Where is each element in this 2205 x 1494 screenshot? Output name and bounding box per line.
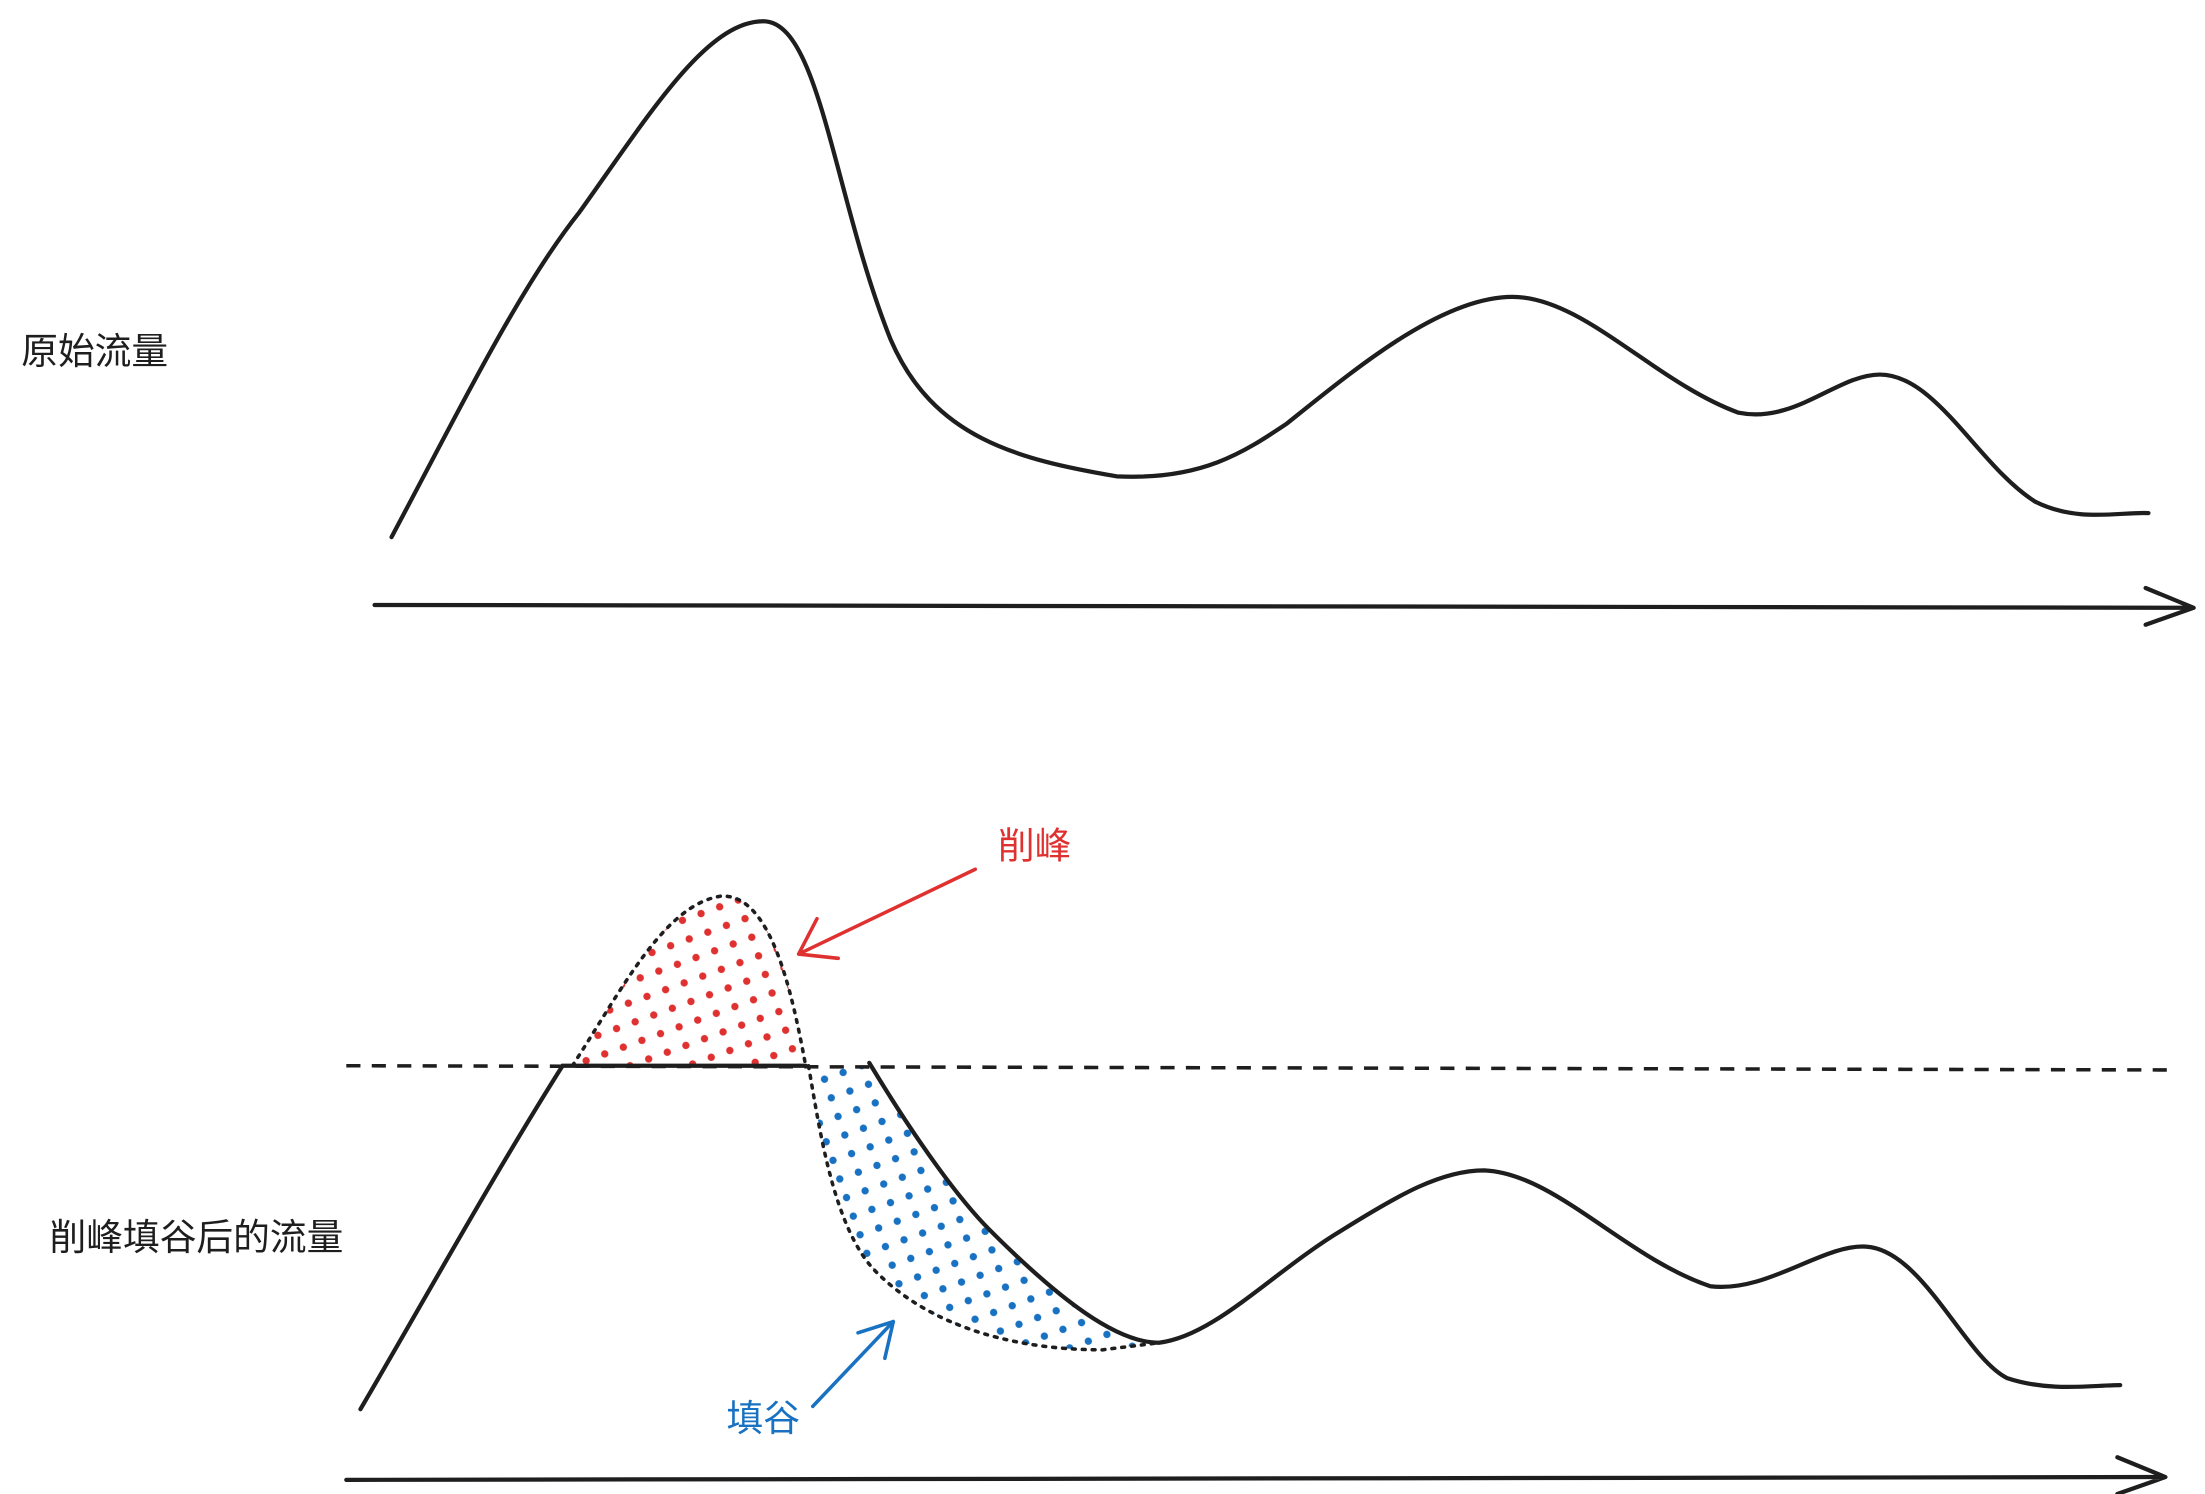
valley-arrow — [810, 1319, 896, 1409]
valley-fill — [808, 1065, 1160, 1350]
cut-peak-outline — [570, 894, 808, 1068]
after-label: 削峰填谷后的流量 — [49, 1216, 343, 1259]
peak-arrow — [796, 867, 978, 961]
valley-outline — [806, 1063, 1161, 1352]
original-curve — [389, 19, 2151, 540]
peak-label: 削峰 — [998, 825, 1071, 868]
time-axis — [372, 585, 2196, 627]
original-label: 原始流量 — [21, 330, 168, 373]
time-axis — [344, 1455, 2168, 1494]
peak-fill — [572, 896, 806, 1066]
valley-label: 填谷 — [727, 1397, 800, 1440]
smoothed-curve — [358, 1060, 2123, 1412]
